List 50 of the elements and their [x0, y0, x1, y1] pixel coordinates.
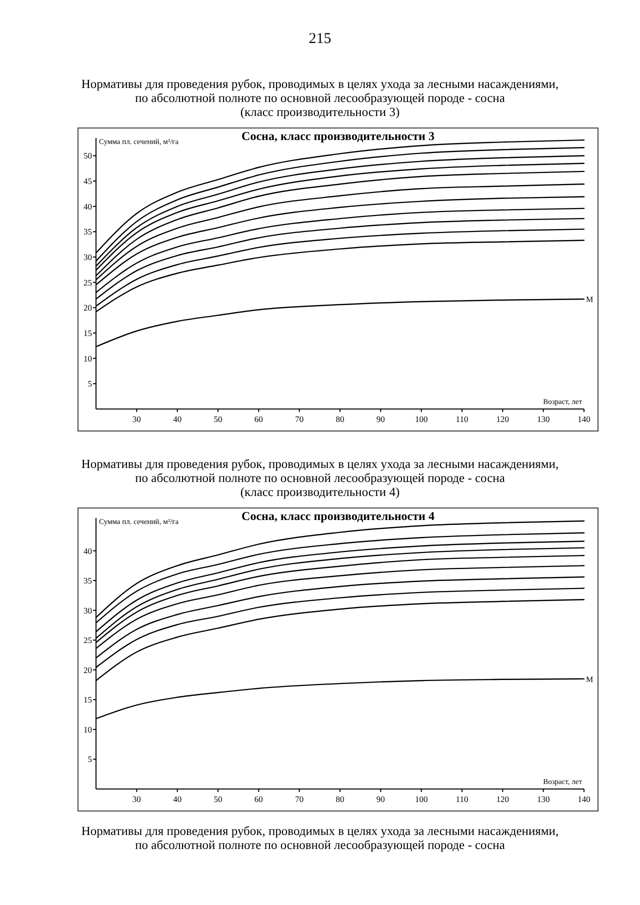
- x-tick-label: 60: [254, 794, 263, 804]
- y-tick-label: 5: [88, 754, 92, 764]
- x-tick-label: 140: [578, 414, 590, 424]
- y-tick-label: 15: [84, 328, 92, 338]
- x-tick-label: 70: [295, 794, 304, 804]
- x-tick-label: 60: [254, 414, 263, 424]
- chart-title: Сосна, класс производительности 3: [242, 129, 434, 143]
- y-tick-label: 20: [84, 664, 92, 675]
- x-tick-label: 120: [496, 794, 510, 804]
- x-tick-label: 40: [173, 414, 182, 424]
- annotation: М: [586, 674, 594, 684]
- x-tick-label: 100: [414, 414, 428, 424]
- x-tick-label: 130: [536, 414, 550, 424]
- y-tick-label: 45: [84, 176, 92, 186]
- y-tick-label: 30: [84, 252, 92, 262]
- y-tick-label: 30: [84, 605, 92, 616]
- x-tick-label: 80: [336, 414, 344, 424]
- y-tick-label: 35: [84, 226, 92, 237]
- x-tick-label: 90: [376, 794, 385, 804]
- chart-subtitle: Нормативы для проведения рубок, проводимых в целях ухода за лесными насаждениями, по абсолютной полноте по основной лесообразующей породе - сосна (класс производительности 3): [81, 77, 559, 119]
- x-tick-label: 30: [132, 414, 141, 424]
- y-tick-label: 25: [84, 635, 92, 646]
- y-tick-label: 50: [84, 150, 92, 161]
- text: Нормативы для проведения рубок, проводимых в целях ухода за лесными насаждениями, по абсолютной полноте по основной лесообразующей породе - сосна: [81, 824, 559, 852]
- x-tick-label: 30: [132, 794, 141, 804]
- x-tick-label: 110: [456, 794, 468, 804]
- y-tick-label: 20: [84, 302, 92, 313]
- x-tick-label: 100: [414, 794, 428, 804]
- y-tick-label: 40: [84, 201, 92, 212]
- y-tick-label: 40: [84, 546, 92, 556]
- y-tick-label: 10: [84, 724, 92, 734]
- y-tick-label: 15: [84, 694, 92, 705]
- x-tick-label: 110: [456, 414, 468, 424]
- text: 215: [308, 31, 332, 47]
- x-tick-label: 80: [336, 794, 344, 804]
- x-tick-label: 140: [578, 794, 590, 804]
- x-tick-label: 130: [536, 794, 550, 804]
- annotation: М: [586, 295, 594, 304]
- y-tick-label: 10: [84, 353, 92, 364]
- x-tick-label: 120: [496, 414, 510, 424]
- x-tick-label: 90: [376, 414, 385, 424]
- y-tick-label: 5: [88, 378, 92, 389]
- x-tick-label: 50: [214, 414, 222, 424]
- chart-subtitle: Нормативы для проведения рубок, проводимых в целях ухода за лесными насаждениями, по абсолютной полноте по основной лесообразующей породе - сосна (класс производительности 4): [81, 457, 559, 499]
- x-tick-label: 70: [295, 414, 304, 424]
- x-tick-label: 40: [173, 794, 182, 804]
- y-tick-label: 25: [84, 277, 92, 288]
- chart-title: Сосна, класс производительности 4: [242, 509, 434, 523]
- x-tick-label: 50: [214, 794, 222, 804]
- y-tick-label: 35: [84, 576, 92, 586]
